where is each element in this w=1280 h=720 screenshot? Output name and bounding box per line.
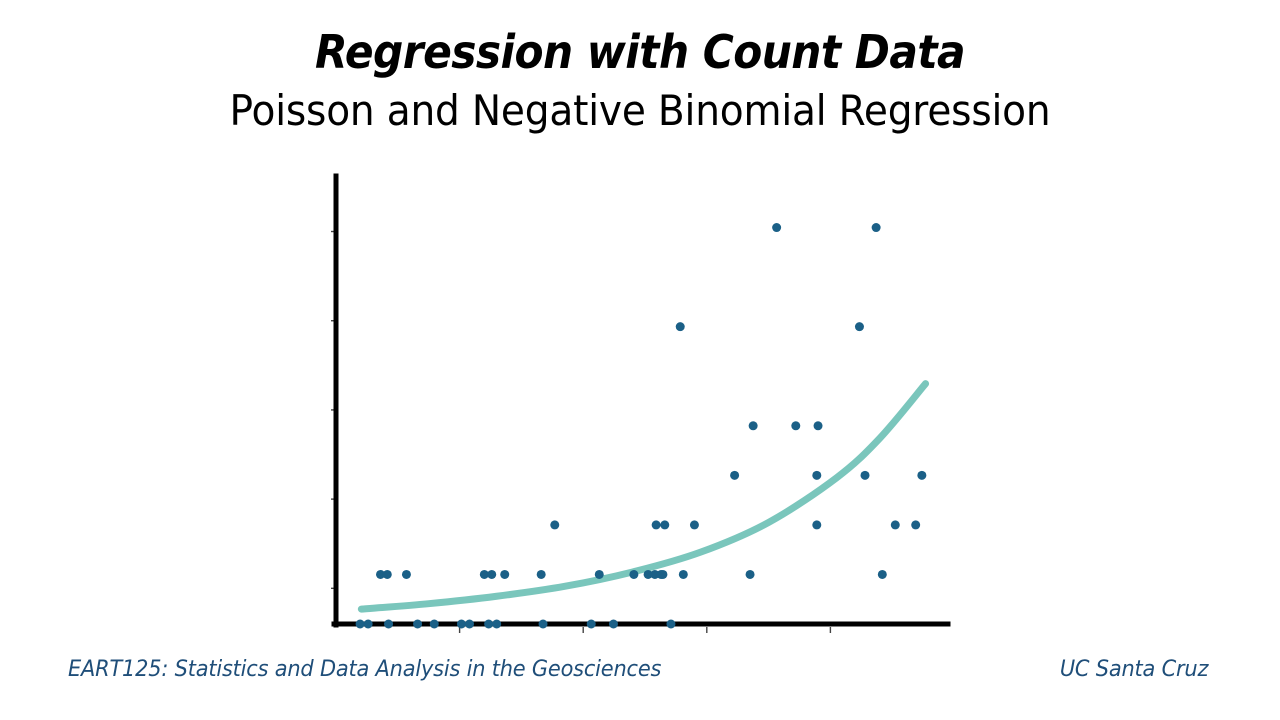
- scatter-point: [650, 569, 660, 579]
- page-subtitle: Poisson and Negative Binomial Regression: [229, 85, 1051, 135]
- footer-institution-label: UC Santa Cruz: [1059, 657, 1209, 682]
- scatter-point: [689, 520, 699, 530]
- scatter-point: [536, 569, 546, 579]
- regression-curve: [357, 380, 930, 613]
- scatter-point: [643, 569, 653, 579]
- scatter-point: [911, 520, 921, 530]
- scatter-point: [678, 569, 688, 579]
- scatter-point: [890, 520, 900, 530]
- scatter-point: [658, 569, 668, 579]
- scatter-point: [917, 470, 927, 480]
- scatter-point: [413, 619, 423, 629]
- scatter-point: [594, 569, 604, 579]
- scatter-point: [355, 619, 365, 629]
- scatter-point: [363, 619, 373, 629]
- scatter-point: [813, 421, 823, 431]
- scatter-point: [464, 619, 474, 629]
- scatter-point: [538, 619, 548, 629]
- count-data-scatter-chart: [320, 170, 968, 640]
- footer: EART125: Statistics and Data Analysis in…: [0, 655, 1280, 699]
- scatter-point: [500, 569, 510, 579]
- scatter-point: [550, 520, 560, 530]
- scatter-point: [871, 223, 881, 233]
- scatter-point: [748, 421, 758, 431]
- scatter-point: [812, 470, 822, 480]
- scatter-point: [492, 619, 502, 629]
- scatter-point: [429, 619, 439, 629]
- scatter-point: [854, 322, 864, 332]
- scatter-point: [401, 569, 411, 579]
- scatter-point: [730, 470, 740, 480]
- scatter-point: [384, 619, 394, 629]
- scatter-point: [675, 322, 685, 332]
- scatter-point: [487, 569, 497, 579]
- scatter-point: [877, 569, 887, 579]
- title-block: Regression with Count Data Poisson and N…: [0, 28, 1280, 134]
- scatter-point: [456, 619, 466, 629]
- scatter-point: [376, 569, 385, 579]
- scatter-point: [860, 470, 870, 480]
- scatter-point: [608, 619, 618, 629]
- scatter-point-group: [355, 223, 927, 629]
- scatter-point: [651, 520, 661, 530]
- scatter-point: [586, 619, 596, 629]
- x-axis-ticks: [458, 627, 832, 633]
- scatter-point: [791, 421, 801, 431]
- scatter-point: [660, 520, 670, 530]
- scatter-point: [484, 619, 494, 629]
- footer-course-label: EART125: Statistics and Data Analysis in…: [68, 657, 662, 682]
- scatter-point: [479, 569, 489, 579]
- chart-svg: [331, 173, 951, 633]
- scatter-point: [812, 520, 822, 530]
- scatter-point: [382, 569, 392, 579]
- scatter-point: [666, 619, 676, 629]
- page-title: Regression with Count Data: [314, 25, 966, 79]
- scatter-point: [629, 569, 639, 579]
- scatter-point: [745, 569, 755, 579]
- scatter-point: [772, 223, 782, 233]
